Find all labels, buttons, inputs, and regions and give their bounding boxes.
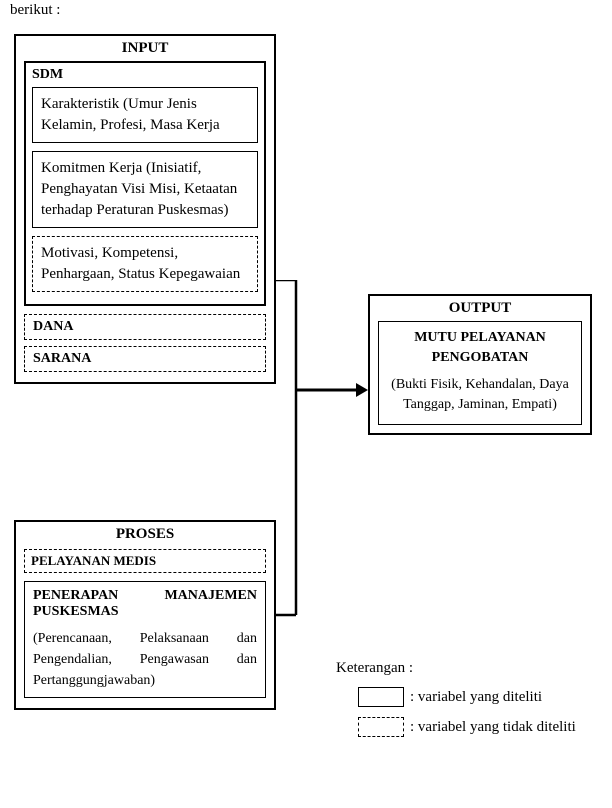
input-container: INPUT SDM Karakteristik (Umur Jenis Kela… — [14, 34, 276, 384]
penerapan-content: (Perencanaan, Pelaksanaan dan Pengendali… — [33, 628, 257, 691]
penerapan-box: PENERAPAN MANAJEMEN PUSKESMAS (Perencana… — [24, 581, 266, 698]
output-container: OUTPUT MUTU PELAYANAN PENGOBATAN (Bukti … — [368, 294, 592, 435]
karakteristik-box: Karakteristik (Umur Jenis Kelamin, Profe… — [32, 87, 258, 143]
komitmen-box: Komitmen Kerja (Inisiatif, Penghayatan V… — [32, 151, 258, 228]
motivasi-box: Motivasi, Kompetensi, Penhargaan, Status… — [32, 236, 258, 292]
mutu-box: MUTU PELAYANAN PENGOBATAN (Bukti Fisik, … — [378, 321, 582, 425]
legend-solid-text: : variabel yang diteliti — [410, 689, 542, 706]
penerapan-title: PENERAPAN MANAJEMEN PUSKESMAS — [33, 588, 257, 620]
mutu-title: MUTU PELAYANAN PENGOBATAN — [387, 328, 573, 367]
proses-container: PROSES PELAYANAN MEDIS PENERAPAN MANAJEM… — [14, 520, 276, 710]
legend-solid-box — [358, 687, 404, 707]
sarana-box: SARANA — [24, 346, 266, 372]
input-title: INPUT — [24, 40, 266, 57]
sdm-box: SDM Karakteristik (Umur Jenis Kelamin, P… — [24, 61, 266, 306]
legend-dashed-text: : variabel yang tidak diteliti — [410, 719, 576, 736]
keterangan-label: Keterangan : — [336, 660, 576, 677]
output-title: OUTPUT — [378, 300, 582, 317]
legend-dashed-row: : variabel yang tidak diteliti — [336, 717, 576, 737]
mutu-content: (Bukti Fisik, Kehandalan, Daya Tanggap, … — [387, 375, 573, 414]
keterangan-section: Keterangan : : variabel yang diteliti : … — [336, 660, 576, 737]
proses-title: PROSES — [24, 526, 266, 543]
sdm-title: SDM — [32, 67, 258, 83]
intro-text: berikut : — [10, 2, 60, 19]
connector-arrow — [276, 280, 368, 650]
pelayanan-box: PELAYANAN MEDIS — [24, 549, 266, 573]
legend-dashed-box — [358, 717, 404, 737]
legend-solid-row: : variabel yang diteliti — [336, 687, 576, 707]
dana-box: DANA — [24, 314, 266, 340]
